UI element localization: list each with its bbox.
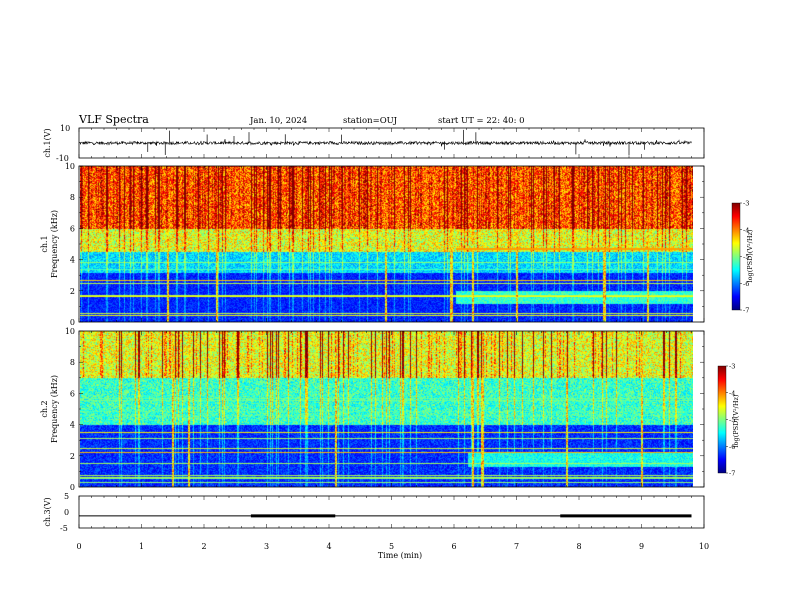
time-tick-label-0: 0 xyxy=(76,542,81,551)
ch2-spec-ylabel-channel: ch.2 xyxy=(40,400,49,417)
ch1-spec-ytick-label-8: 8 xyxy=(70,193,75,202)
time-tick-label-4: 4 xyxy=(326,542,331,551)
figure-title: VLF Spectra xyxy=(78,113,149,126)
ch2-colorbar-label: log(PSD)(V²/Hz) xyxy=(732,394,740,447)
station-label: station=OUJ xyxy=(343,116,398,126)
ch1-impulses xyxy=(148,130,645,156)
ch2-spec-ytick-label-6: 6 xyxy=(70,389,75,398)
ch3-monitor-frame xyxy=(79,496,704,528)
ch2-spec-ytick-label-10: 10 xyxy=(65,327,75,336)
ch1-waveform-trace xyxy=(79,139,692,147)
time-tick-label-3: 3 xyxy=(264,542,269,551)
ch2-colorbar xyxy=(718,366,726,473)
ch2-spec-ytick-label-4: 4 xyxy=(70,421,75,430)
date-label: Jan. 10, 2024 xyxy=(249,116,307,126)
ch1-spec-ytick-label-6: 6 xyxy=(70,224,75,233)
time-tick-label-8: 8 xyxy=(576,542,581,551)
ch2-spec-ylabel-frequency: Frequency (kHz) xyxy=(50,375,59,443)
time-tick-label-5: 5 xyxy=(389,542,394,551)
ch2-colorbar-tick-label--7: -7 xyxy=(729,470,735,478)
ch1-waveform-panel: 10 -10 ch.1(V) xyxy=(43,124,704,163)
time-tick-label-1: 1 xyxy=(139,542,144,551)
time-tick-label-2: 2 xyxy=(201,542,206,551)
ch1-colorbar xyxy=(732,203,740,310)
ch1-spec-ylabel-frequency: Frequency (kHz) xyxy=(50,210,59,278)
ch3-ylabel: ch.3(V) xyxy=(43,497,52,526)
ch1-waveform-ylabel: ch.1(V) xyxy=(43,128,52,157)
ch2-spec-ytick-label-2: 2 xyxy=(70,452,75,461)
ch1-spec-ytick-label-2: 2 xyxy=(70,287,75,296)
ch3-ytick-top: 5 xyxy=(64,492,69,501)
start-time-label: start UT = 22: 40: 0 xyxy=(438,116,525,126)
ch1-spec-ytick-label-0: 0 xyxy=(70,318,75,327)
ch1-spec-ylabel-channel: ch.1 xyxy=(40,235,49,252)
ch1-colorbar-tick-label--7: -7 xyxy=(743,307,749,315)
ch1-ytick-top: 10 xyxy=(60,124,70,133)
ch1-colorbar-label: log(PSD)(V²/Hz) xyxy=(746,229,754,282)
time-tick-label-6: 6 xyxy=(451,542,456,551)
ch3-monitor-panel: 5 0 -5 ch.3(V) 0 1 2 3 4 5 6 7 8 9 10 Time (min) xyxy=(43,492,709,560)
ch1-spec-ytick-label-10: 10 xyxy=(65,162,75,171)
time-axis-tick-labels: 0 1 2 3 4 5 6 7 8 9 10 xyxy=(76,542,709,551)
time-axis-label: Time (min) xyxy=(378,551,422,560)
ch2-colorbar-tick-label--3: -3 xyxy=(729,363,735,371)
ch3-ticks xyxy=(79,496,704,528)
ch2-spectrogram-image xyxy=(80,331,693,487)
time-tick-label-7: 7 xyxy=(514,542,519,551)
ch2-spec-ytick-label-8: 8 xyxy=(70,358,75,367)
time-tick-label-10: 10 xyxy=(699,542,709,551)
ch1-spec-ytick-label-4: 4 xyxy=(70,256,75,265)
ch1-colorbar-tick-label--3: -3 xyxy=(743,200,749,208)
ch3-ytick-mid: 0 xyxy=(64,508,69,517)
ch2-spec-ytick-label-0: 0 xyxy=(70,483,75,492)
ch1-spectrogram-image xyxy=(80,166,693,322)
ch3-ytick-bottom: -5 xyxy=(60,524,68,533)
time-tick-label-9: 9 xyxy=(639,542,644,551)
